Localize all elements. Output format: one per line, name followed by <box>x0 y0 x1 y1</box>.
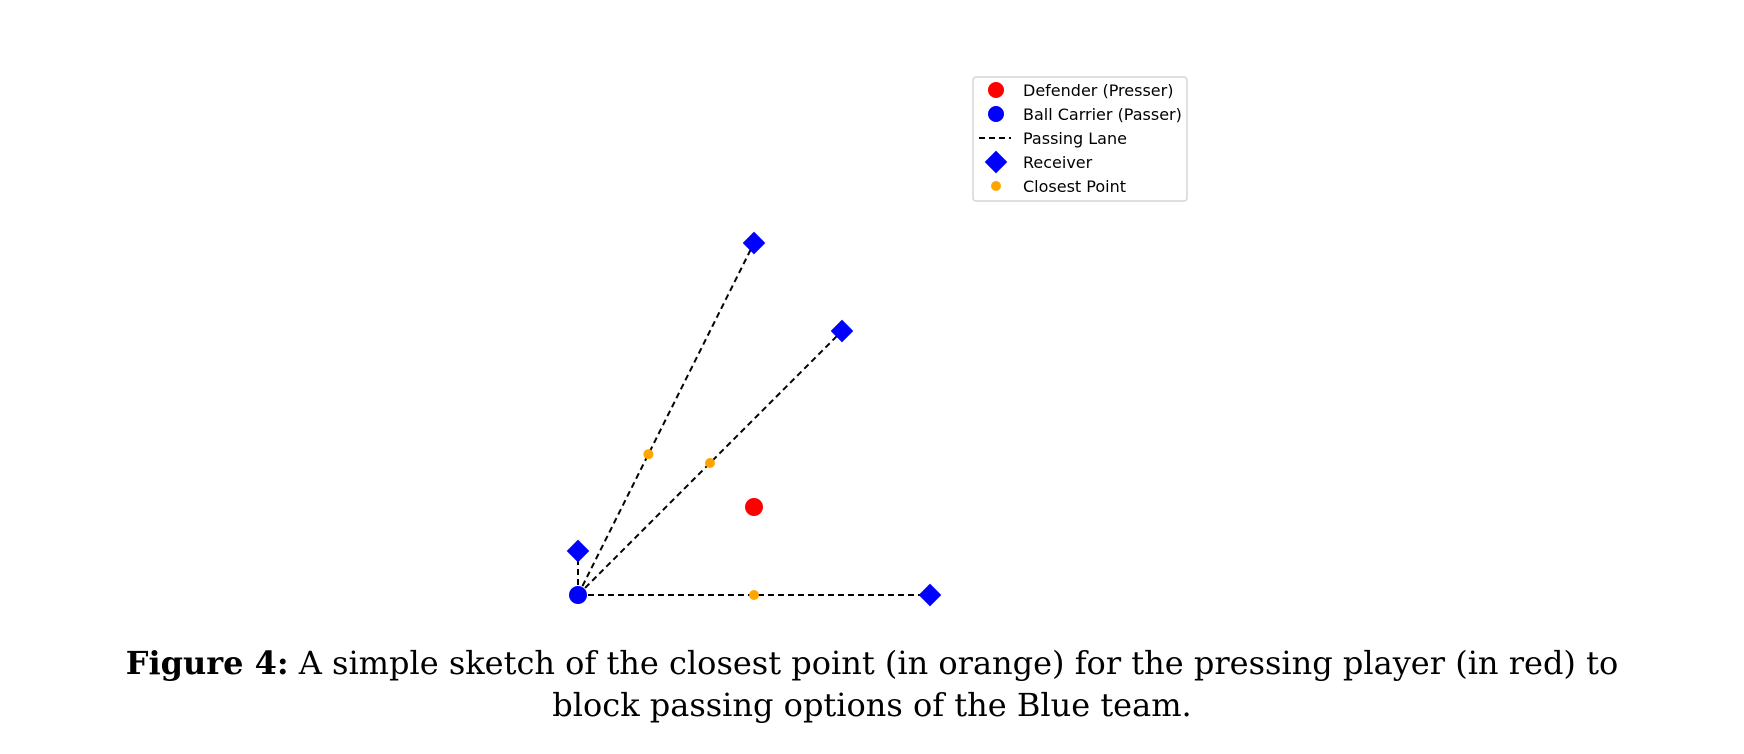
figure-caption: Figure 4: A simple sketch of the closest … <box>100 642 1644 726</box>
legend-closest-point-label: Closest Point <box>1023 177 1126 196</box>
receiver-3 <box>830 319 854 343</box>
legend-frame <box>972 76 1188 202</box>
legend-ball-carrier-marker <box>988 106 1004 122</box>
closest-point-3 <box>749 590 759 600</box>
closest-point-1 <box>643 449 654 460</box>
receiver-4 <box>918 583 942 607</box>
passing-lane-3 <box>577 330 843 596</box>
defender-presser <box>745 498 763 516</box>
passing-lane-2 <box>577 242 755 596</box>
closest-points <box>643 449 759 600</box>
legend-closest-point-marker <box>991 181 1001 191</box>
receiver-1 <box>566 539 590 563</box>
receivers <box>566 231 942 607</box>
passing-lanes <box>577 242 930 596</box>
closest-point-2 <box>705 458 715 468</box>
caption-text: A simple sketch of the closest point (in… <box>298 644 1619 724</box>
legend-passing-lane-label: Passing Lane <box>1023 129 1127 148</box>
legend-defender-label: Defender (Presser) <box>1023 81 1173 100</box>
legend: Defender (Presser) Ball Carrier (Passer)… <box>972 76 1188 202</box>
ball-carrier-passer <box>569 586 587 604</box>
legend-receiver-label: Receiver <box>1023 153 1093 172</box>
receiver-2 <box>742 231 766 255</box>
caption-label: Figure 4: <box>125 644 289 682</box>
players <box>569 498 763 604</box>
passing-lane-chart: Defender (Presser) Ball Carrier (Passer)… <box>566 76 1188 607</box>
legend-ball-carrier-label: Ball Carrier (Passer) <box>1023 105 1182 124</box>
legend-defender-marker <box>988 82 1004 98</box>
